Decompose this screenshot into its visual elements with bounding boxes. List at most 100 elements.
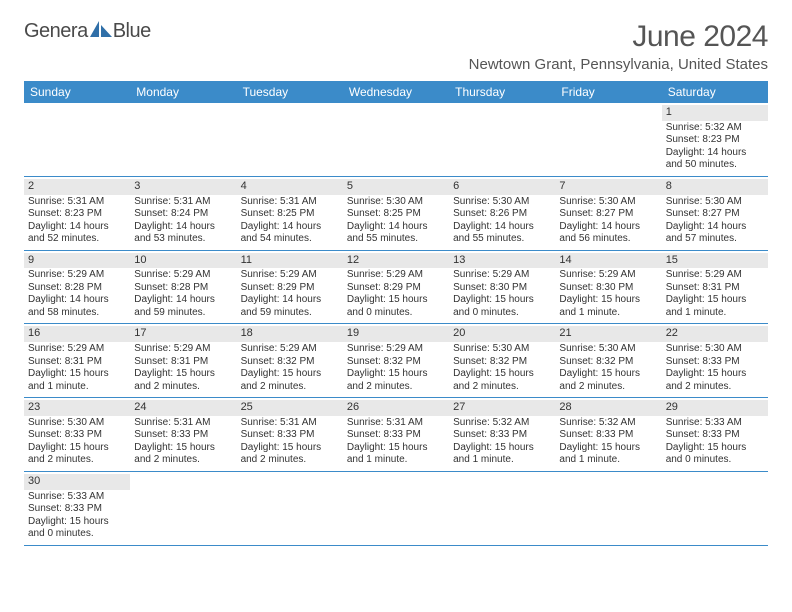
day-cell: 6Sunrise: 5:30 AMSunset: 8:26 PMDaylight…: [449, 177, 555, 250]
day-cell: 7Sunrise: 5:30 AMSunset: 8:27 PMDaylight…: [555, 177, 661, 250]
day-cell: 30Sunrise: 5:33 AMSunset: 8:33 PMDayligh…: [24, 472, 130, 545]
logo-sail-icon: [90, 21, 112, 37]
day-number: 19: [343, 326, 449, 342]
sunrise-line: Sunrise: 5:30 AM: [666, 343, 764, 356]
day-cell: 8Sunrise: 5:30 AMSunset: 8:27 PMDaylight…: [662, 177, 768, 250]
day-cell: 26Sunrise: 5:31 AMSunset: 8:33 PMDayligh…: [343, 398, 449, 471]
sunset-line: Sunset: 8:30 PM: [559, 282, 657, 295]
day-number: 24: [130, 400, 236, 416]
sunset-line: Sunset: 8:25 PM: [241, 208, 339, 221]
day-cell: 5Sunrise: 5:30 AMSunset: 8:25 PMDaylight…: [343, 177, 449, 250]
sunset-line: Sunset: 8:29 PM: [241, 282, 339, 295]
sunset-line: Sunset: 8:32 PM: [347, 356, 445, 369]
weekday-row: SundayMondayTuesdayWednesdayThursdayFrid…: [24, 81, 768, 103]
weekday-header: Friday: [555, 81, 661, 103]
sunrise-line: Sunrise: 5:31 AM: [28, 196, 126, 209]
sunrise-line: Sunrise: 5:32 AM: [559, 417, 657, 430]
daylight-line: Daylight: 15 hours and 2 minutes.: [134, 442, 232, 467]
daylight-line: Daylight: 15 hours and 2 minutes.: [559, 368, 657, 393]
daylight-line: Daylight: 14 hours and 52 minutes.: [28, 221, 126, 246]
daylight-line: Daylight: 15 hours and 0 minutes.: [666, 442, 764, 467]
day-cell: 12Sunrise: 5:29 AMSunset: 8:29 PMDayligh…: [343, 251, 449, 324]
day-number: 10: [130, 253, 236, 269]
day-cell-empty: [343, 103, 449, 176]
day-cell: 4Sunrise: 5:31 AMSunset: 8:25 PMDaylight…: [237, 177, 343, 250]
day-cell-empty: [237, 103, 343, 176]
daylight-line: Daylight: 15 hours and 1 minute.: [666, 294, 764, 319]
sunrise-line: Sunrise: 5:29 AM: [453, 269, 551, 282]
day-number: 21: [555, 326, 661, 342]
sunrise-line: Sunrise: 5:29 AM: [347, 343, 445, 356]
day-cell-empty: [449, 103, 555, 176]
sunset-line: Sunset: 8:29 PM: [347, 282, 445, 295]
sunset-line: Sunset: 8:33 PM: [241, 429, 339, 442]
sunset-line: Sunset: 8:33 PM: [347, 429, 445, 442]
sunset-line: Sunset: 8:28 PM: [28, 282, 126, 295]
day-cell: 19Sunrise: 5:29 AMSunset: 8:32 PMDayligh…: [343, 324, 449, 397]
sunset-line: Sunset: 8:33 PM: [666, 429, 764, 442]
day-cell: 20Sunrise: 5:30 AMSunset: 8:32 PMDayligh…: [449, 324, 555, 397]
sunrise-line: Sunrise: 5:29 AM: [28, 343, 126, 356]
day-cell-empty: [555, 103, 661, 176]
day-cell: 18Sunrise: 5:29 AMSunset: 8:32 PMDayligh…: [237, 324, 343, 397]
sunset-line: Sunset: 8:31 PM: [666, 282, 764, 295]
day-cell: 1Sunrise: 5:32 AMSunset: 8:23 PMDaylight…: [662, 103, 768, 176]
weekday-header: Monday: [130, 81, 236, 103]
sunset-line: Sunset: 8:33 PM: [28, 429, 126, 442]
day-number: 23: [24, 400, 130, 416]
sunrise-line: Sunrise: 5:31 AM: [241, 196, 339, 209]
daylight-line: Daylight: 14 hours and 54 minutes.: [241, 221, 339, 246]
daylight-line: Daylight: 15 hours and 1 minute.: [453, 442, 551, 467]
sunrise-line: Sunrise: 5:29 AM: [28, 269, 126, 282]
daylight-line: Daylight: 14 hours and 55 minutes.: [453, 221, 551, 246]
daylight-line: Daylight: 14 hours and 53 minutes.: [134, 221, 232, 246]
sunrise-line: Sunrise: 5:30 AM: [453, 343, 551, 356]
sunrise-line: Sunrise: 5:29 AM: [666, 269, 764, 282]
day-cell-empty: [343, 472, 449, 545]
daylight-line: Daylight: 14 hours and 57 minutes.: [666, 221, 764, 246]
week-row: 16Sunrise: 5:29 AMSunset: 8:31 PMDayligh…: [24, 324, 768, 398]
day-cell-empty: [555, 472, 661, 545]
day-number: 16: [24, 326, 130, 342]
day-number: 20: [449, 326, 555, 342]
sunset-line: Sunset: 8:25 PM: [347, 208, 445, 221]
day-number: 7: [555, 179, 661, 195]
sunrise-line: Sunrise: 5:31 AM: [241, 417, 339, 430]
week-row: 9Sunrise: 5:29 AMSunset: 8:28 PMDaylight…: [24, 251, 768, 325]
day-cell: 27Sunrise: 5:32 AMSunset: 8:33 PMDayligh…: [449, 398, 555, 471]
sunrise-line: Sunrise: 5:29 AM: [559, 269, 657, 282]
day-cell: 21Sunrise: 5:30 AMSunset: 8:32 PMDayligh…: [555, 324, 661, 397]
weekday-header: Sunday: [24, 81, 130, 103]
sunrise-line: Sunrise: 5:31 AM: [134, 196, 232, 209]
sunset-line: Sunset: 8:27 PM: [559, 208, 657, 221]
day-number: 25: [237, 400, 343, 416]
daylight-line: Daylight: 14 hours and 59 minutes.: [134, 294, 232, 319]
daylight-line: Daylight: 14 hours and 56 minutes.: [559, 221, 657, 246]
sunset-line: Sunset: 8:32 PM: [559, 356, 657, 369]
day-cell-empty: [449, 472, 555, 545]
sunrise-line: Sunrise: 5:29 AM: [241, 343, 339, 356]
day-cell: 24Sunrise: 5:31 AMSunset: 8:33 PMDayligh…: [130, 398, 236, 471]
sunset-line: Sunset: 8:33 PM: [559, 429, 657, 442]
sunset-line: Sunset: 8:33 PM: [666, 356, 764, 369]
calendar: SundayMondayTuesdayWednesdayThursdayFrid…: [24, 81, 768, 546]
day-number: 9: [24, 253, 130, 269]
week-row: 30Sunrise: 5:33 AMSunset: 8:33 PMDayligh…: [24, 472, 768, 546]
day-number: 11: [237, 253, 343, 269]
day-cell: 11Sunrise: 5:29 AMSunset: 8:29 PMDayligh…: [237, 251, 343, 324]
header: Genera Blue June 2024 Newtown Grant, Pen…: [24, 20, 768, 73]
daylight-line: Daylight: 15 hours and 0 minutes.: [28, 516, 126, 541]
logo: Genera Blue: [24, 20, 151, 43]
sunrise-line: Sunrise: 5:30 AM: [347, 196, 445, 209]
daylight-line: Daylight: 15 hours and 2 minutes.: [241, 368, 339, 393]
day-number: 13: [449, 253, 555, 269]
day-cell: 28Sunrise: 5:32 AMSunset: 8:33 PMDayligh…: [555, 398, 661, 471]
daylight-line: Daylight: 15 hours and 1 minute.: [559, 442, 657, 467]
daylight-line: Daylight: 14 hours and 50 minutes.: [666, 147, 764, 172]
day-cell: 22Sunrise: 5:30 AMSunset: 8:33 PMDayligh…: [662, 324, 768, 397]
week-row: 2Sunrise: 5:31 AMSunset: 8:23 PMDaylight…: [24, 177, 768, 251]
daylight-line: Daylight: 15 hours and 2 minutes.: [347, 368, 445, 393]
day-cell: 25Sunrise: 5:31 AMSunset: 8:33 PMDayligh…: [237, 398, 343, 471]
sunset-line: Sunset: 8:28 PM: [134, 282, 232, 295]
day-number: 1: [662, 105, 768, 121]
